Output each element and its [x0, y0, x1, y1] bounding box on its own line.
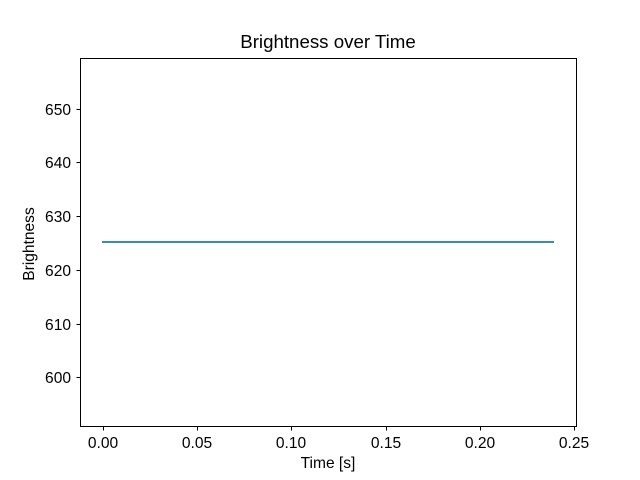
svg-text:0.10: 0.10	[276, 435, 307, 452]
svg-text:630: 630	[45, 209, 71, 226]
svg-text:600: 600	[45, 370, 71, 387]
svg-text:650: 650	[45, 102, 71, 119]
svg-text:620: 620	[45, 263, 71, 280]
svg-text:Time [s]: Time [s]	[301, 455, 356, 472]
svg-text:640: 640	[45, 155, 71, 172]
svg-text:Brightness: Brightness	[21, 207, 38, 281]
svg-text:0.15: 0.15	[371, 435, 401, 452]
svg-text:0.00: 0.00	[88, 435, 119, 452]
svg-text:Brightness over Time: Brightness over Time	[240, 31, 416, 52]
svg-text:0.25: 0.25	[559, 435, 589, 452]
svg-text:610: 610	[45, 317, 71, 334]
svg-text:0.05: 0.05	[182, 435, 212, 452]
svg-text:0.20: 0.20	[465, 435, 496, 452]
